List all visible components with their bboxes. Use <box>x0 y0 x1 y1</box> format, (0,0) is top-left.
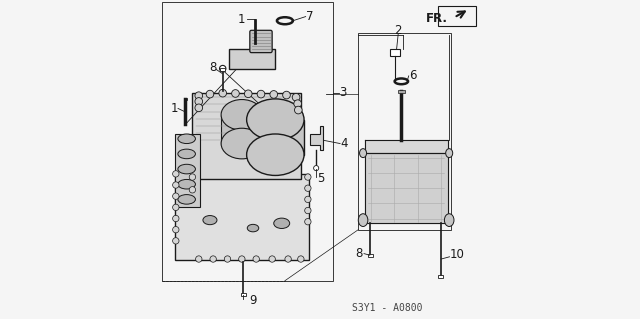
Circle shape <box>173 193 179 199</box>
Circle shape <box>195 98 203 105</box>
Ellipse shape <box>444 214 454 226</box>
Circle shape <box>292 93 300 101</box>
Ellipse shape <box>274 218 290 228</box>
Text: 7: 7 <box>306 10 313 23</box>
Bar <box>368 254 372 257</box>
Circle shape <box>173 182 179 188</box>
Text: 3: 3 <box>339 86 346 99</box>
Circle shape <box>220 65 226 72</box>
Text: 1: 1 <box>171 102 179 115</box>
Ellipse shape <box>203 216 217 225</box>
Circle shape <box>219 89 227 97</box>
Circle shape <box>196 256 202 262</box>
Text: 8: 8 <box>209 61 217 74</box>
Circle shape <box>270 91 278 98</box>
Circle shape <box>232 90 239 97</box>
Circle shape <box>294 106 302 114</box>
Circle shape <box>244 90 252 98</box>
Circle shape <box>283 91 291 99</box>
Circle shape <box>305 207 311 214</box>
Ellipse shape <box>178 164 195 174</box>
Ellipse shape <box>178 149 195 159</box>
Circle shape <box>253 256 259 262</box>
FancyBboxPatch shape <box>250 30 272 53</box>
Bar <box>438 6 476 26</box>
Ellipse shape <box>358 214 368 226</box>
Ellipse shape <box>246 134 304 175</box>
FancyBboxPatch shape <box>175 134 200 207</box>
Ellipse shape <box>178 179 195 189</box>
FancyBboxPatch shape <box>229 49 275 69</box>
Circle shape <box>195 92 203 100</box>
Text: 1: 1 <box>238 13 246 26</box>
Text: 9: 9 <box>249 294 257 307</box>
Circle shape <box>269 256 275 262</box>
Bar <box>241 293 246 296</box>
Bar <box>221 115 262 144</box>
Text: 5: 5 <box>317 172 324 185</box>
Circle shape <box>305 219 311 225</box>
Circle shape <box>189 174 196 180</box>
Text: 6: 6 <box>410 70 417 82</box>
Polygon shape <box>365 140 447 153</box>
Circle shape <box>173 204 179 211</box>
Circle shape <box>239 256 245 262</box>
Circle shape <box>285 256 291 262</box>
Bar <box>184 98 187 100</box>
Circle shape <box>173 215 179 222</box>
Bar <box>358 33 451 230</box>
Bar <box>246 120 304 155</box>
Ellipse shape <box>178 134 195 144</box>
Circle shape <box>173 238 179 244</box>
Bar <box>390 49 400 56</box>
Ellipse shape <box>221 128 262 159</box>
Circle shape <box>305 174 311 180</box>
Ellipse shape <box>445 149 452 158</box>
Bar <box>438 275 443 278</box>
Circle shape <box>173 171 179 177</box>
Circle shape <box>173 226 179 233</box>
Ellipse shape <box>360 149 367 158</box>
Polygon shape <box>365 153 447 223</box>
FancyBboxPatch shape <box>175 174 309 260</box>
Text: 4: 4 <box>340 137 348 150</box>
Text: 2: 2 <box>394 24 402 37</box>
Circle shape <box>257 90 265 98</box>
Circle shape <box>294 100 301 108</box>
FancyBboxPatch shape <box>193 93 301 179</box>
Bar <box>162 2 333 281</box>
Circle shape <box>305 196 311 203</box>
Text: 8: 8 <box>356 247 363 260</box>
Bar <box>398 90 404 93</box>
Circle shape <box>195 104 203 112</box>
Text: FR.: FR. <box>426 12 447 25</box>
Polygon shape <box>310 126 323 150</box>
Text: 10: 10 <box>450 248 465 261</box>
Circle shape <box>305 185 311 191</box>
Circle shape <box>314 166 319 171</box>
Bar <box>220 68 225 71</box>
Circle shape <box>224 256 230 262</box>
Ellipse shape <box>178 195 195 204</box>
Circle shape <box>189 187 196 193</box>
Text: S3Y1 - A0800: S3Y1 - A0800 <box>352 303 422 313</box>
Ellipse shape <box>246 99 304 140</box>
Circle shape <box>298 256 304 262</box>
Circle shape <box>206 90 214 98</box>
Ellipse shape <box>247 224 259 232</box>
Circle shape <box>210 256 216 262</box>
Ellipse shape <box>221 100 262 130</box>
